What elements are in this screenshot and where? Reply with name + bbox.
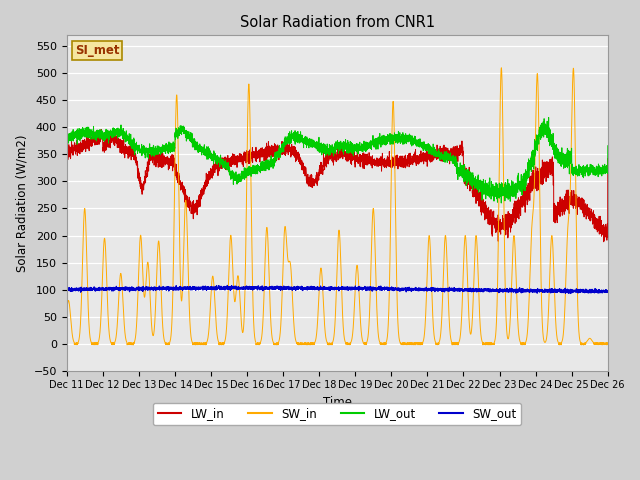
Line: SW_in: SW_in [67,68,608,345]
SW_in [415,340,422,346]
LW_in [97,127,105,132]
LW_in [508,214,515,219]
SW_out [566,290,574,296]
SW_out [604,288,612,294]
LW_out [604,143,612,149]
LW_out [508,178,515,184]
LW_in [415,155,422,161]
Line: LW_out: LW_out [67,118,608,203]
LW_in [604,156,612,161]
Title: Solar Radiation from CNR1: Solar Radiation from CNR1 [239,15,435,30]
SW_out [467,287,474,293]
LW_out [387,141,395,147]
SW_out [63,288,70,293]
LW_out [269,156,277,161]
Line: SW_out: SW_out [67,286,608,293]
X-axis label: Time: Time [323,396,352,409]
LW_out [161,146,169,152]
SW_in [604,341,612,347]
SW_in [467,331,474,337]
SW_out [269,286,277,292]
SW_out [387,286,395,292]
LW_in [63,156,70,162]
SW_in [269,340,277,346]
LW_in [161,159,169,165]
SW_in [63,310,70,316]
SW_in [161,339,169,345]
LW_in [269,151,277,157]
Y-axis label: Solar Radiation (W/m2): Solar Radiation (W/m2) [15,134,28,272]
SW_out [223,283,231,288]
LW_out [497,200,505,206]
Line: LW_in: LW_in [67,130,608,242]
SW_out [508,286,515,292]
LW_in [600,239,607,245]
SW_in [497,65,505,71]
SW_in [508,277,516,283]
SW_out [415,286,422,292]
LW_out [63,138,70,144]
LW_out [467,170,474,176]
SW_out [161,285,169,291]
LW_in [467,173,474,179]
LW_out [545,115,552,120]
SW_in [387,172,395,178]
LW_in [387,163,395,168]
Text: SI_met: SI_met [75,44,119,57]
LW_out [415,140,422,145]
SW_in [129,342,137,348]
Legend: LW_in, SW_in, LW_out, SW_out: LW_in, SW_in, LW_out, SW_out [153,403,522,425]
